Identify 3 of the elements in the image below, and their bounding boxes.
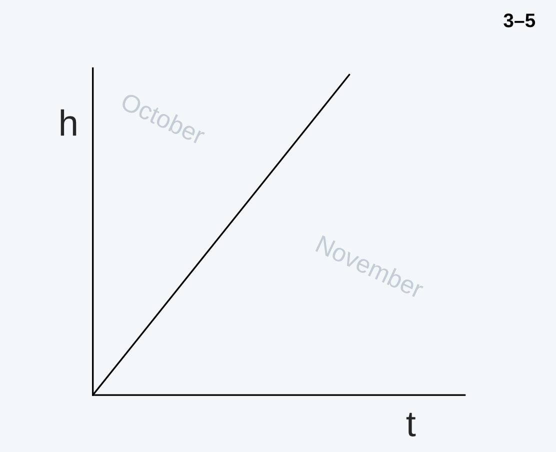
x-axis-title: t [406,412,416,436]
text: 3–5 [504,14,536,28]
y-axis-title: h [60,109,76,136]
